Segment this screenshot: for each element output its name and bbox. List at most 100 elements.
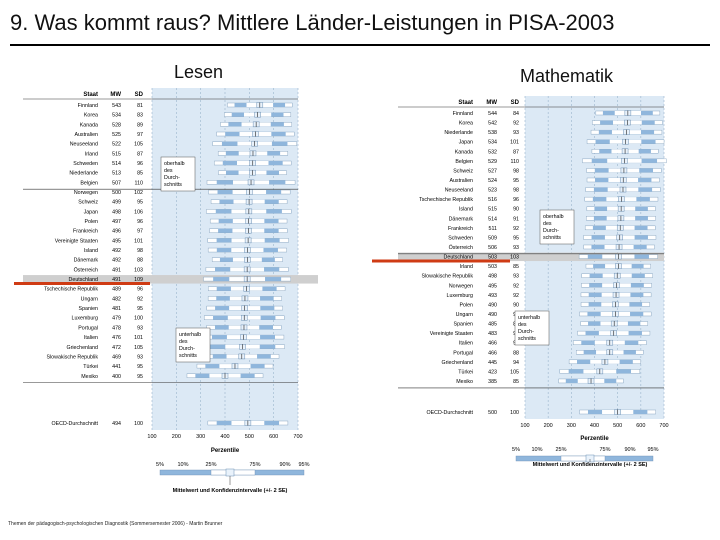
mathematik-row-28-sd: 85 [513, 379, 519, 385]
lesen-tick-700: 700 [293, 434, 302, 440]
mathematik-tick-300: 300 [567, 423, 576, 429]
lesen-row-21-mw: 481 [112, 306, 121, 312]
mathematik-group-label-0-0: oberhalb [543, 214, 564, 220]
mathematik-row-16-sd: 85 [513, 264, 519, 270]
lesen-col-mw: MW [110, 92, 121, 98]
lesen-legend-pct-0: 5% [156, 462, 164, 468]
mathematik-row-4-mw: 532 [488, 149, 497, 155]
mathematik-group-label-1-3: schnitts [518, 336, 536, 342]
slide-title: 9. Was kommt raus? Mittlere Länder-Leist… [10, 10, 615, 35]
mathematik-row-11-staat: Dänemark [449, 216, 474, 222]
lesen-row-24-mw: 476 [112, 335, 121, 341]
lesen-row-11-sd: 106 [134, 209, 143, 215]
lesen-row-2-staat: Kanada [80, 122, 98, 128]
lesen-group-box-1 [175, 327, 211, 363]
lesen-row-26-sd: 93 [137, 354, 143, 360]
mathematik-row-15-staat: Deutschland [444, 255, 473, 261]
lesen-oecd-staat: OECD-Durchschnitt [51, 421, 98, 427]
mathematik-row-16-mw: 503 [488, 264, 497, 270]
lesen-row-23-mw: 478 [112, 325, 121, 331]
mathematik-oecd-sd: 100 [510, 410, 519, 416]
heading-mathematik: Mathematik [520, 66, 614, 86]
lesen-row-10-staat: Schweiz [78, 200, 98, 206]
mathematik-row-5-mw: 529 [488, 159, 497, 165]
lesen-row-14-staat: Vereinigte Staaten [55, 238, 98, 244]
mathematik-row-14-staat: Österreich [449, 244, 473, 251]
mathematik-row-3-mw: 534 [488, 140, 497, 146]
mathematik-row-0-staat: Finnland [453, 111, 473, 117]
lesen-row-18-mw: 491 [112, 277, 121, 283]
mathematik-row-26-sd: 94 [513, 360, 519, 366]
mathematik-row-5-sd: 110 [511, 159, 519, 165]
mathematik-oecd-staat: OECD-Durchschnitt [426, 410, 473, 416]
lesen-tick-500: 500 [245, 434, 254, 440]
mathematik-group-label-0-2: Durch- [543, 228, 559, 234]
lesen-row-0-sd: 81 [137, 103, 143, 109]
mathematik-row-19-staat: Luxemburg [447, 293, 474, 299]
mathematik-row-22-mw: 485 [488, 322, 497, 328]
mathematik-row-13-sd: 95 [513, 235, 519, 241]
mathematik-row-27-mw: 423 [488, 369, 497, 375]
lesen-row-12-mw: 497 [112, 219, 121, 225]
mathematik-tick-600: 600 [636, 423, 645, 429]
mathematik-row-15-sd: 103 [510, 255, 519, 261]
mathematik-row-6-sd: 98 [513, 168, 519, 174]
lesen-group-label-1-3: schnitts [179, 353, 197, 359]
mathematik-row-27-sd: 105 [510, 369, 519, 375]
mathematik-row-8-sd: 98 [513, 188, 519, 194]
mathematik-xlabel: Perzentile [580, 436, 609, 442]
lesen-row-14-mw: 495 [112, 238, 121, 244]
mathematik-row-0-sd: 84 [513, 111, 519, 117]
footer-credit: Themen der pädagogisch-psychologischen D… [8, 521, 223, 527]
lesen-row-7-staat: Niederlande [69, 171, 98, 177]
lesen-group-label-1-2: Durch- [179, 346, 195, 352]
lesen-legend-pct-1: 10% [177, 462, 188, 468]
mathematik-row-2-staat: Niederlande [444, 130, 473, 136]
mathematik-row-3-sd: 101 [510, 140, 519, 146]
lesen-row-9-sd: 102 [134, 190, 143, 196]
lesen-row-25-staat: Griechenland [66, 345, 98, 351]
lesen-row-4-sd: 105 [134, 142, 143, 148]
mathematik-tick-100: 100 [520, 423, 529, 429]
lesen-row-5-staat: Irland [85, 151, 98, 157]
mathematik-row-17-staat: Slowakische Republik [421, 274, 473, 280]
mathematik-row-7-sd: 95 [513, 178, 519, 184]
mathematik-row-3-staat: Japan [459, 140, 473, 146]
lesen-row-28-sd: 95 [137, 374, 143, 380]
mathematik-legend-pct-0: 5% [512, 447, 520, 453]
lesen-row-4-mw: 522 [112, 142, 121, 148]
lesen-row-21-sd: 95 [137, 306, 143, 312]
lesen-row-26-staat: Slowakische Republik [46, 354, 98, 360]
lesen-row-22-mw: 479 [112, 316, 121, 322]
mathematik-legend-caption: Mittelwert und Konfidenzintervalle (+/- … [533, 462, 648, 468]
lesen-row-15-staat: Island [84, 248, 98, 254]
mathematik-row-19-mw: 493 [488, 293, 497, 299]
lesen-row-2-sd: 89 [137, 122, 143, 128]
mathematik-row-21-staat: Ungarn [456, 312, 473, 318]
mathematik-row-0-mw: 544 [488, 111, 497, 117]
lesen-oecd-sd: 100 [134, 421, 143, 427]
mathematik-col-sd: SD [511, 100, 520, 106]
mathematik-legend-pct-3: 75% [599, 447, 610, 453]
lesen-row-6-sd: 96 [137, 161, 143, 167]
mathematik-row-25-sd: 88 [513, 350, 519, 356]
lesen-row-25-mw: 472 [112, 345, 121, 351]
lesen-row-17-sd: 103 [134, 267, 143, 273]
lesen-row-3-mw: 525 [112, 132, 121, 138]
lesen-row-0-mw: 543 [112, 103, 121, 109]
lesen-group-label-1-0: unterhalb [179, 332, 201, 338]
lesen-group-label-0-0: oberhalb [164, 161, 185, 167]
lesen-row-18-sd: 109 [134, 277, 143, 283]
mathematik-row-23-staat: Vereinigte Staaten [430, 331, 473, 337]
lesen-row-19-mw: 489 [112, 287, 121, 293]
lesen-row-1-mw: 534 [112, 113, 121, 119]
lesen-legend-pct-5: 95% [298, 462, 309, 468]
lesen-row-15-mw: 492 [112, 248, 121, 254]
mathematik-row-17-sd: 93 [513, 274, 519, 280]
mathematik-row-11-mw: 514 [488, 216, 497, 222]
lesen-row-22-staat: Luxemburg [72, 316, 99, 322]
lesen-row-8-sd: 110 [135, 180, 143, 186]
mathematik-row-9-sd: 96 [513, 197, 519, 203]
mathematik-row-12-staat: Frankreich [448, 226, 473, 232]
lesen-row-22-sd: 100 [134, 316, 143, 322]
